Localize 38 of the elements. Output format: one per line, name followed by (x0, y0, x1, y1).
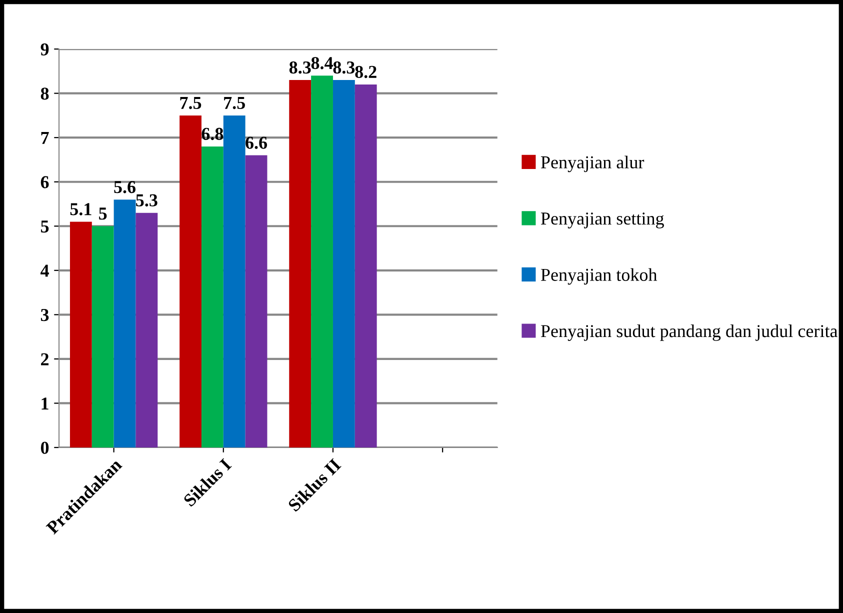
legend-label: Penyajian alur (540, 156, 644, 172)
y-tick-label: 2 (41, 353, 49, 366)
bar (136, 212, 158, 448)
data-label: 5.1 (70, 203, 92, 216)
y-tick-label: 4 (40, 264, 49, 277)
bar (114, 200, 136, 448)
data-label: 5 (99, 208, 107, 220)
data-label: 7.5 (180, 97, 202, 110)
data-label: 5.6 (114, 180, 136, 194)
bar (311, 76, 333, 448)
data-label: 8.3 (289, 61, 311, 74)
bar (201, 146, 224, 448)
legend-label: Penyajian sudut pandang dan judul cerita (540, 324, 838, 341)
data-label: 7.5 (224, 97, 245, 110)
bar (354, 84, 377, 448)
legend-label: Penyajian setting (540, 212, 664, 228)
data-label: 6.6 (246, 136, 268, 149)
y-tick-label: 1 (42, 398, 48, 410)
bar (92, 226, 114, 448)
data-label: 6.8 (202, 128, 224, 140)
data-label: 5.3 (136, 194, 158, 206)
y-tick-label: 7 (41, 132, 49, 144)
bar (70, 222, 92, 448)
bar (245, 155, 268, 448)
y-tick-label: 6 (40, 176, 49, 188)
data-label: 8.4 (311, 56, 333, 70)
bar (180, 115, 202, 448)
legend-label: Penyajian tokoh (540, 268, 658, 285)
bar (332, 80, 355, 448)
bar (223, 115, 246, 448)
y-tick-label: 5 (40, 220, 49, 233)
data-label: 8.2 (355, 66, 376, 78)
data-label: 8.3 (333, 61, 355, 74)
bar (289, 80, 312, 448)
y-tick-label: 8 (40, 88, 49, 100)
y-tick-label: 9 (40, 43, 49, 56)
y-tick-label: 0 (40, 442, 49, 454)
y-tick-label: 3 (40, 308, 49, 322)
